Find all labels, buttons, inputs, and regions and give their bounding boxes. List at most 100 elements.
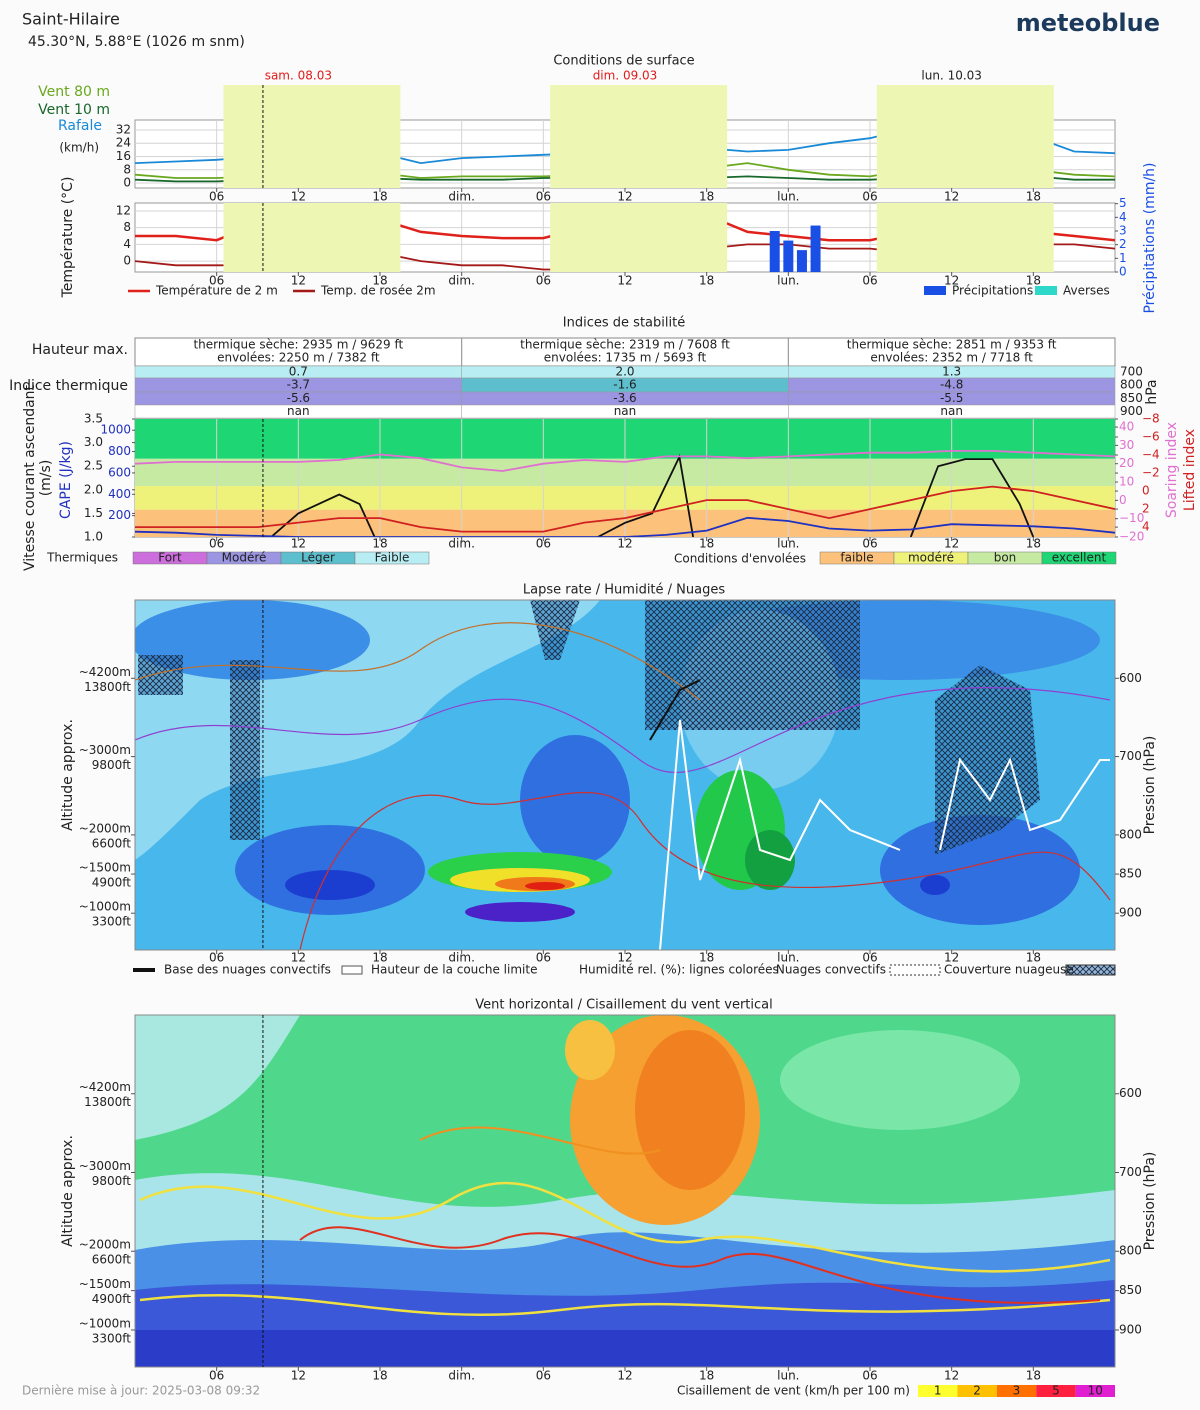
y-tick-label: 850 xyxy=(1119,1283,1142,1297)
x-tick-label: 18 xyxy=(699,537,714,551)
x-tick-label: 12 xyxy=(944,190,959,204)
y-tick-label: 0 xyxy=(1142,484,1150,498)
field-area xyxy=(565,1020,615,1080)
series-line xyxy=(135,516,1115,537)
altitude-label: ~1000m xyxy=(79,1316,131,1330)
legend-swatch xyxy=(1075,1385,1115,1397)
altitude-label: ~1500m xyxy=(79,861,131,875)
altitude-label: ~2000m xyxy=(79,1238,131,1252)
altitude-label: 13800ft xyxy=(84,1095,131,1109)
altitude-label: ~2000m xyxy=(79,821,131,835)
legend-swatch xyxy=(1065,964,1116,976)
legend-label: Faible xyxy=(375,551,410,565)
x-tick-label: 06 xyxy=(536,537,551,551)
legend-label: Hauteur de la couche limite xyxy=(371,963,537,977)
legend-label: 10 xyxy=(1088,1384,1103,1398)
cloud-cover xyxy=(530,600,580,660)
legend-label: modéré xyxy=(908,551,954,565)
y-tick-label: 800 xyxy=(1119,827,1142,841)
x-tick-label: 06 xyxy=(209,951,224,965)
axis-label: Soaring index xyxy=(1164,422,1180,518)
y-tick-label: 800 xyxy=(1119,1244,1142,1258)
table-text: thermique sèche: 2319 m / 7608 ft xyxy=(520,338,730,352)
altitude-label: 3300ft xyxy=(92,1331,132,1345)
plot xyxy=(135,419,1115,537)
y-tick-label: 850 xyxy=(1119,867,1142,881)
y-tick-label: 3.0 xyxy=(84,435,103,449)
legend-label: Léger xyxy=(301,551,335,565)
cloud-cover xyxy=(230,660,260,840)
level-label: 800 xyxy=(1120,378,1143,392)
day-label: dim. 09.03 xyxy=(593,69,658,83)
table-text: 0.7 xyxy=(289,365,308,379)
table-text: envolées: 2250 m / 7382 ft xyxy=(217,351,380,365)
x-tick-label: lun. xyxy=(777,190,799,204)
legend-title: Thermiques xyxy=(46,551,118,565)
lapse-field xyxy=(135,600,1115,950)
bar xyxy=(783,240,794,272)
humidity-line xyxy=(135,622,701,701)
axis-label: Pression (hPa) xyxy=(1142,1152,1158,1251)
y-tick-label: 30 xyxy=(1119,438,1134,452)
legend-swatch xyxy=(924,286,946,295)
legend-label: Vent 80 m xyxy=(38,84,110,100)
x-tick-label: 18 xyxy=(699,190,714,204)
level-label: 900 xyxy=(1120,404,1143,418)
y-tick-label: 8 xyxy=(123,220,131,234)
y-tick-label: 0 xyxy=(123,176,131,190)
x-tick-label: 12 xyxy=(291,274,306,288)
daylight xyxy=(550,85,728,188)
y-tick-label: −2 xyxy=(1142,466,1160,480)
table-text: -1.6 xyxy=(613,378,636,392)
altitude-label: 6600ft xyxy=(92,836,132,850)
altitude-label: 6600ft xyxy=(92,1253,132,1267)
legend-label: Couverture nuageuse xyxy=(944,963,1074,977)
altitude-label: ~4200m xyxy=(79,1080,131,1094)
y-tick-label: 600 xyxy=(1119,671,1142,685)
legend-label: 5 xyxy=(1052,1384,1060,1398)
cloud-cover xyxy=(645,600,860,730)
field-area xyxy=(135,1015,300,1140)
field-area xyxy=(285,870,375,900)
field-area xyxy=(135,600,370,680)
altitude-label: ~3000m xyxy=(79,1159,131,1173)
legend-label: Modéré xyxy=(222,551,267,565)
field-area xyxy=(920,875,950,895)
x-tick-label: 12 xyxy=(944,274,959,288)
x-tick-label: 12 xyxy=(944,1369,959,1383)
x-tick-label: 18 xyxy=(699,951,714,965)
x-tick-label: 12 xyxy=(291,190,306,204)
field-area xyxy=(780,1030,1020,1130)
y-tick-label: 700 xyxy=(1119,749,1142,763)
daylight xyxy=(876,85,1054,188)
x-tick-label: 12 xyxy=(291,1369,306,1383)
altitude-label: 9800ft xyxy=(92,758,132,772)
legend-swatch xyxy=(918,1385,958,1397)
field-area xyxy=(880,815,1080,925)
x-tick-label: lun. xyxy=(777,951,799,965)
shear-line xyxy=(139,1181,1111,1273)
x-tick-label: 06 xyxy=(209,1369,224,1383)
y-tick-label: 1000 xyxy=(100,423,131,437)
boundary-layer xyxy=(659,719,901,950)
legend-label: excellent xyxy=(1052,551,1107,565)
legend-label: Vent 10 m xyxy=(38,102,110,118)
table-cell xyxy=(788,404,1116,419)
y-tick-label: 2 xyxy=(1142,502,1150,516)
y-tick-label: 700 xyxy=(1119,1165,1142,1179)
panel-title: Lapse rate / Humidité / Nuages xyxy=(523,583,725,598)
legend-label: 1 xyxy=(934,1384,942,1398)
legend-swatch xyxy=(1041,551,1117,565)
field-area xyxy=(135,1330,1115,1367)
field-area xyxy=(520,735,630,865)
altitude-label: 4900ft xyxy=(92,876,132,890)
x-tick-label: dim. xyxy=(448,190,474,204)
x-tick-label: 18 xyxy=(372,1369,387,1383)
y-tick-label: 3 xyxy=(1119,224,1127,238)
series-line xyxy=(135,450,1115,472)
field-area xyxy=(135,1173,1115,1270)
daylight xyxy=(223,85,401,188)
legend-label: Base des nuages convectifs xyxy=(164,963,331,977)
x-tick-label: 12 xyxy=(617,1369,632,1383)
